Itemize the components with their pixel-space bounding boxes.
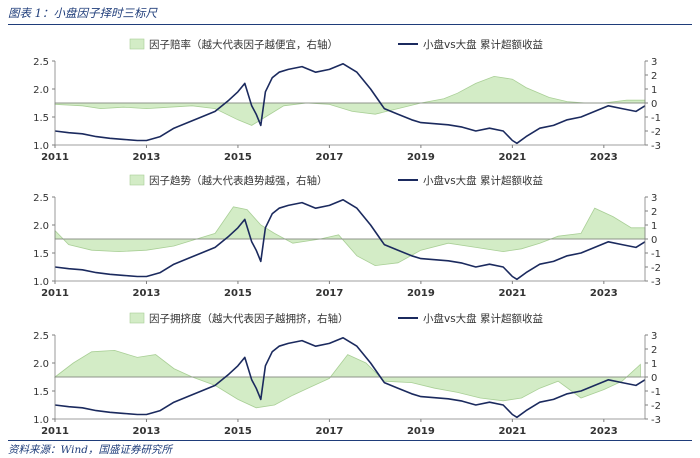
chart-panel-3: 因子拥挤度（越大代表因子越拥挤，右轴） 小盘vs大盘 累计超额收益 1.0 1.5 2.… bbox=[33, 312, 661, 437]
left-tick-label: 1.5 bbox=[33, 113, 49, 124]
x-tick-label: 2013 bbox=[133, 152, 161, 163]
figure-caption: 图表 1：小盘因子择时三标尺 bbox=[8, 6, 157, 20]
x-tick-label: 2011 bbox=[41, 288, 69, 299]
right-tick-label: 3 bbox=[651, 193, 657, 204]
legend: 因子拥挤度（越大代表因子越拥挤，右轴） 小盘vs大盘 累计超额收益 bbox=[129, 312, 544, 325]
right-tick-label: 0 bbox=[651, 235, 657, 246]
x-tick-label: 2019 bbox=[407, 288, 435, 299]
left-tick-label: 2.0 bbox=[33, 221, 49, 232]
legend-label-line: 小盘vs大盘 累计超额收益 bbox=[423, 38, 544, 51]
left-tick-label: 2.5 bbox=[33, 57, 49, 68]
x-tick-label: 2011 bbox=[41, 426, 69, 437]
x-tick-label: 2013 bbox=[133, 426, 161, 437]
line-series bbox=[54, 63, 646, 145]
legend: 因子赔率（越大代表因子越便宜，右轴） 小盘vs大盘 累计超额收益 bbox=[129, 38, 544, 51]
x-tick-label: 2017 bbox=[315, 152, 343, 163]
area-series-因子赔率 bbox=[54, 75, 646, 126]
right-tick-label: -1 bbox=[651, 113, 661, 124]
x-tick-label: 2019 bbox=[407, 426, 435, 437]
left-tick-label: 2.5 bbox=[33, 193, 49, 204]
x-tick-label: 2017 bbox=[315, 426, 343, 437]
left-tick-label: 1.0 bbox=[33, 277, 49, 288]
area-series-因子趋势 bbox=[54, 206, 646, 267]
x-tick-label: 2015 bbox=[224, 288, 252, 299]
right-tick-label: -2 bbox=[651, 263, 661, 274]
x-tick-label: 2011 bbox=[41, 152, 69, 163]
right-tick-label: -2 bbox=[651, 127, 661, 138]
line-series bbox=[54, 337, 646, 419]
left-tick-label: 2.5 bbox=[33, 331, 49, 342]
legend-swatch-area bbox=[129, 38, 145, 50]
x-tick-label: 2023 bbox=[590, 426, 618, 437]
left-tick-label: 1.5 bbox=[33, 387, 49, 398]
right-tick-label: -1 bbox=[651, 249, 661, 260]
legend-label-line: 小盘vs大盘 累计超额收益 bbox=[423, 312, 544, 325]
top-rule bbox=[8, 24, 692, 25]
x-tick-label: 2015 bbox=[224, 152, 252, 163]
left-tick-label: 1.0 bbox=[33, 141, 49, 152]
right-tick-label: -3 bbox=[651, 415, 661, 426]
legend: 因子趋势（越大代表趋势越强，右轴） 小盘vs大盘 累计超额收益 bbox=[129, 174, 544, 187]
left-tick-label: 2.0 bbox=[33, 85, 49, 96]
x-tick-label: 2015 bbox=[224, 426, 252, 437]
right-tick-label: -3 bbox=[651, 277, 661, 288]
legend-label-area: 因子赔率（越大代表因子越便宜，右轴） bbox=[149, 38, 338, 51]
legend-label-line: 小盘vs大盘 累计超额收益 bbox=[423, 174, 544, 187]
right-tick-label: -3 bbox=[651, 141, 661, 152]
x-tick-label: 2017 bbox=[315, 288, 343, 299]
area-series-因子拥挤度 bbox=[53, 349, 641, 409]
right-tick-label: 1 bbox=[651, 85, 657, 96]
left-tick-label: 1.5 bbox=[33, 249, 49, 260]
legend-label-area: 因子拥挤度（越大代表因子越拥挤，右轴） bbox=[149, 312, 349, 325]
x-tick-label: 2021 bbox=[498, 152, 526, 163]
x-tick-label: 2021 bbox=[498, 426, 526, 437]
right-tick-label: 0 bbox=[651, 373, 657, 384]
right-tick-label: -1 bbox=[651, 387, 661, 398]
right-tick-label: 2 bbox=[651, 207, 657, 218]
right-tick-label: 3 bbox=[651, 57, 657, 68]
x-tick-label: 2023 bbox=[590, 288, 618, 299]
right-tick-label: -2 bbox=[651, 401, 661, 412]
right-tick-label: 1 bbox=[651, 359, 657, 370]
right-tick-label: 3 bbox=[651, 331, 657, 342]
x-tick-label: 2013 bbox=[133, 288, 161, 299]
right-tick-label: 2 bbox=[651, 345, 657, 356]
x-tick-label: 2021 bbox=[498, 288, 526, 299]
chart-panel-1: 因子赔率（越大代表因子越便宜，右轴） 小盘vs大盘 累计超额收益 1.0 1.5 2.0… bbox=[33, 38, 661, 163]
legend-swatch-area bbox=[129, 312, 145, 324]
line-series bbox=[54, 199, 646, 281]
legend-label-area: 因子趋势（越大代表趋势越强，右轴） bbox=[149, 174, 328, 187]
left-tick-label: 1.0 bbox=[33, 415, 49, 426]
right-tick-label: 0 bbox=[651, 99, 657, 110]
x-tick-label: 2019 bbox=[407, 152, 435, 163]
left-tick-label: 2.0 bbox=[33, 359, 49, 370]
bottom-rule bbox=[8, 440, 692, 441]
right-tick-label: 2 bbox=[651, 71, 657, 82]
chart-panel-2: 因子趋势（越大代表趋势越强，右轴） 小盘vs大盘 累计超额收益 1.0 1.5 2.0 2… bbox=[33, 174, 661, 299]
source-note: 资料来源：Wind，国盛证券研究所 bbox=[8, 444, 172, 456]
right-tick-label: 1 bbox=[651, 221, 657, 232]
x-tick-label: 2023 bbox=[590, 152, 618, 163]
legend-swatch-area bbox=[129, 174, 145, 186]
